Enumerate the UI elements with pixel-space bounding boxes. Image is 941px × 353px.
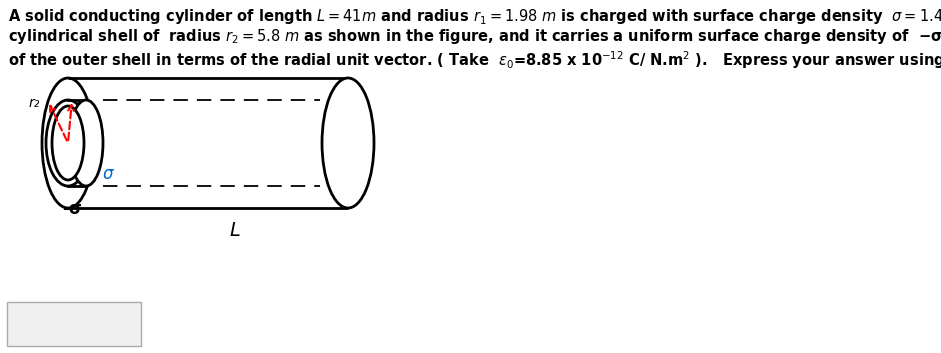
FancyBboxPatch shape bbox=[7, 302, 141, 346]
Ellipse shape bbox=[52, 106, 84, 180]
Ellipse shape bbox=[46, 100, 90, 186]
Ellipse shape bbox=[322, 78, 374, 208]
Text: σ: σ bbox=[103, 165, 113, 183]
Text: r₂: r₂ bbox=[28, 96, 40, 110]
Text: -σ: -σ bbox=[62, 200, 82, 218]
Text: of the outer shell in terms of the radial unit vector. ( Take  $\it{\epsilon_0}$: of the outer shell in terms of the radia… bbox=[8, 49, 941, 71]
Ellipse shape bbox=[69, 100, 103, 186]
Text: L: L bbox=[230, 221, 241, 240]
Text: r₁: r₁ bbox=[76, 98, 88, 112]
Text: A solid conducting cylinder of length $\it{L=41m}$ and radius $\it{r_1=1.98\ m}$: A solid conducting cylinder of length $\… bbox=[8, 5, 941, 27]
Text: cylindrical shell of  radius $\it{r_2=5.8\ m}$ as shown in the figure, and it ca: cylindrical shell of radius $\it{r_2=5.8… bbox=[8, 27, 941, 46]
